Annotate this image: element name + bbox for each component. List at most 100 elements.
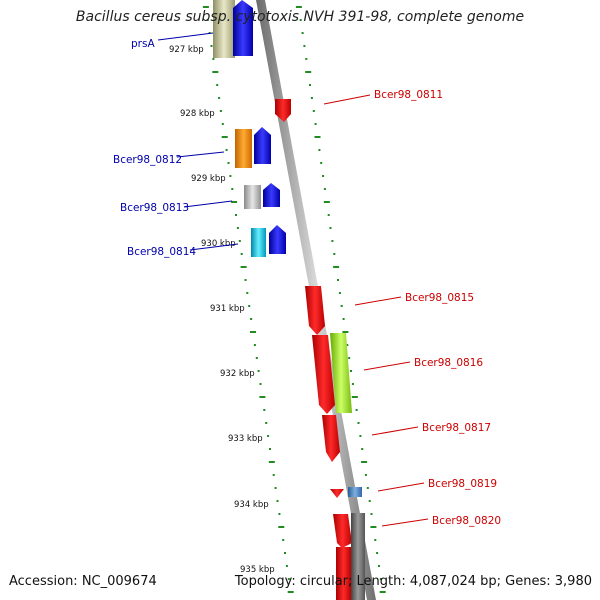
tick-dot-right <box>312 110 315 112</box>
gene-arrow-Bcer98_0814[interactable] <box>269 225 286 254</box>
gene-label-prsA[interactable]: prsA <box>131 38 155 50</box>
tick-dot-right <box>370 513 373 515</box>
tick-dot-left <box>244 279 247 281</box>
tick-dot-right <box>323 188 326 190</box>
gene-label-Bcer98_0816[interactable]: Bcer98_0816 <box>414 357 483 369</box>
gene-label-Bcer98_0820[interactable]: Bcer98_0820 <box>432 515 501 527</box>
tick-dot-right <box>378 565 380 567</box>
tick-dot-right <box>309 84 311 86</box>
tick-dot-left <box>248 305 251 307</box>
gene-label-Bcer98_0812[interactable]: Bcer98_0812 <box>113 154 182 166</box>
leader-Bcer98_0817 <box>371 426 419 436</box>
tick-dot-left <box>229 175 232 177</box>
gene-bar-Bcer98_0812[interactable] <box>235 129 252 168</box>
tick-dot-left <box>285 565 288 567</box>
tick-dot-right <box>376 552 379 554</box>
gene-bar-Bcer98_0821[interactable] <box>336 547 351 600</box>
tick-dot-left <box>259 383 262 385</box>
gene-arrow-Bcer98_0815[interactable] <box>305 286 325 335</box>
tick-dot-right <box>305 58 308 60</box>
gene-bar-Bcer98_0819[interactable] <box>348 487 362 497</box>
tick-dot-right <box>295 6 302 8</box>
kbp-label-928: 928 kbp <box>180 109 215 119</box>
tick-dot-right <box>310 97 313 99</box>
gene-bar-Bcer98_0814[interactable] <box>251 228 266 257</box>
tick-dot-right <box>320 162 323 164</box>
kbp-label-934: 934 kbp <box>234 500 269 510</box>
leader-Bcer98_0814 <box>189 243 239 251</box>
gene-arrow-Bcer98_0813[interactable] <box>263 183 280 207</box>
genome-summary: Topology: circular; Length: 4,087,024 bp… <box>234 574 592 589</box>
tick-dot-right <box>299 19 302 21</box>
kbp-label-929: 929 kbp <box>191 174 226 184</box>
tick-dot-left <box>278 513 281 515</box>
forward-strand-genes <box>213 0 286 257</box>
leader-Bcer98_0819 <box>377 482 425 492</box>
leader-Bcer98_0811 <box>323 94 371 105</box>
leader-prsA <box>157 32 214 41</box>
tick-dot-right <box>359 435 362 437</box>
tick-dot-right <box>351 396 358 398</box>
tick-dot-left <box>212 58 215 60</box>
gene-arrow-Bcer98_0820[interactable] <box>333 514 352 548</box>
tick-dot-left <box>246 292 249 294</box>
tick-dot-left <box>221 136 228 138</box>
tick-dot-left <box>278 526 285 528</box>
tick-dot-right <box>337 279 339 281</box>
tick-dot-left <box>272 474 275 476</box>
gene-arrow-Bcer98_0816-red[interactable] <box>312 335 335 414</box>
tick-dot-left <box>265 422 268 424</box>
gene-labels: prsA Bcer98_0812 Bcer98_0813 Bcer98_0814… <box>113 38 501 527</box>
gene-bar-Bcer98_0816[interactable] <box>330 333 352 413</box>
gene-bar-prsA-locus[interactable] <box>213 0 235 58</box>
tick-dot-left <box>235 214 237 216</box>
tick-dot-right <box>351 383 354 385</box>
gene-bar-Bcer98_0820[interactable] <box>351 513 365 600</box>
tick-dot-left <box>227 162 230 164</box>
tick-dot-left <box>257 370 260 372</box>
leader-Bcer98_0812 <box>176 151 225 158</box>
tick-dot-left <box>250 331 256 333</box>
tick-dot-right <box>338 292 341 294</box>
gene-label-Bcer98_0814[interactable]: Bcer98_0814 <box>127 246 196 258</box>
tick-dot-right <box>327 214 330 216</box>
gene-label-Bcer98_0819[interactable]: Bcer98_0819 <box>428 478 497 490</box>
gene-label-Bcer98_0813[interactable]: Bcer98_0813 <box>120 202 189 214</box>
leader-Bcer98_0816 <box>363 361 411 371</box>
tick-dot-left <box>225 149 228 151</box>
gene-bar-Bcer98_0813[interactable] <box>244 185 261 209</box>
tick-dot-right <box>314 136 321 138</box>
gene-arrow-Bcer98_0812[interactable] <box>254 127 271 164</box>
tick-dot-right <box>322 175 325 177</box>
kbp-label-933: 933 kbp <box>228 434 263 444</box>
tick-dot-left <box>282 539 285 541</box>
tick-dot-right <box>342 318 345 320</box>
tick-dot-right <box>348 357 351 359</box>
tick-dot-right <box>323 201 330 203</box>
tick-dot-left <box>210 45 213 47</box>
leader-Bcer98_0815 <box>354 296 402 306</box>
tick-dot-right <box>361 461 368 463</box>
gene-arrow-prsA[interactable] <box>233 0 253 56</box>
tick-dot-left <box>218 97 221 99</box>
tick-dot-right <box>331 240 334 242</box>
tick-dot-left <box>267 435 270 437</box>
gene-arrow-Bcer98_0817[interactable] <box>322 415 340 462</box>
tick-dot-right <box>346 344 349 346</box>
tick-dot-left <box>253 344 256 346</box>
tick-dot-left <box>259 396 266 398</box>
gene-label-Bcer98_0815[interactable]: Bcer98_0815 <box>405 292 474 304</box>
gene-arrow-Bcer98_0811[interactable] <box>275 99 291 122</box>
gene-label-Bcer98_0817[interactable]: Bcer98_0817 <box>422 422 491 434</box>
accession-label: Accession: NC_009674 <box>9 574 157 589</box>
tick-dot-right <box>357 422 360 424</box>
gene-arrow-Bcer98_0819[interactable] <box>330 489 344 498</box>
tick-dot-right <box>340 305 343 307</box>
tick-dot-right <box>361 448 364 450</box>
tick-dot-left <box>206 19 209 21</box>
tick-dot-right <box>350 370 352 372</box>
gene-label-Bcer98_0811[interactable]: Bcer98_0811 <box>374 89 443 101</box>
leader-Bcer98_0813 <box>183 200 233 208</box>
tick-dot-left <box>212 71 219 73</box>
